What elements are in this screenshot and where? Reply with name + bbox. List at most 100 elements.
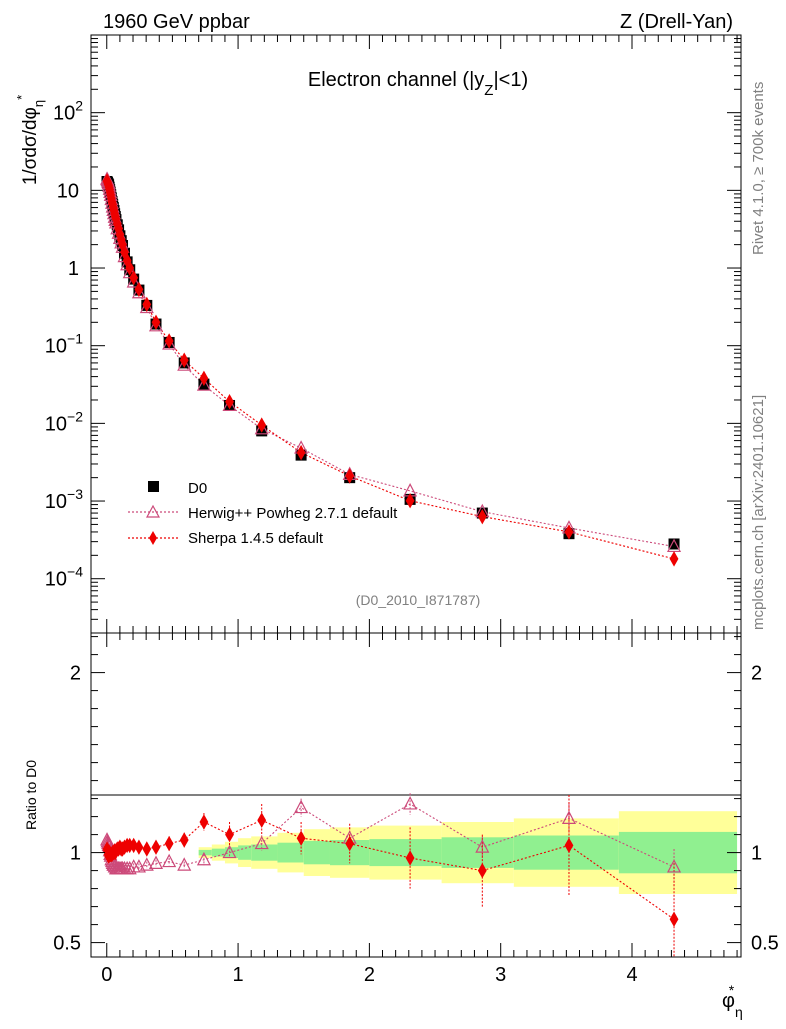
y-tick-base: 10 (53, 103, 75, 125)
main-point-sherpa (345, 468, 355, 484)
main-y-tick-label: 10−2 (45, 408, 83, 435)
header-left: 1960 GeV ppbar (103, 11, 250, 33)
main-series-lines (106, 178, 675, 560)
ratio-point-sherpa (477, 862, 487, 879)
x-tick-label: 0 (101, 964, 112, 986)
main-y-tick-label: 1 (68, 258, 79, 280)
ratio-point-sherpa (405, 850, 415, 866)
legend-d0-marker (148, 481, 159, 492)
ratio-axis-ticks: 0 1 2 3 4 0.5 0.5 1 1 2 2 (53, 633, 779, 986)
ratio-point-herwig (139, 857, 154, 871)
ratio-band-green (618, 831, 738, 874)
ratio-point-herwig (131, 859, 146, 873)
rivet-version-label: Rivet 4.1.0, ≥ 700k events (750, 82, 767, 255)
ratio-point-herwig (222, 844, 237, 859)
ratio-y-tick-label: 2 (70, 663, 81, 685)
ratio-point-herwig (294, 799, 309, 814)
ratio-plot-frame (90, 632, 742, 958)
ratio-point-sherpa (345, 835, 355, 852)
ratio-point-sherpa (564, 837, 574, 854)
panel-title: Electron channel (|yZ|<1) (308, 69, 528, 99)
main-point-sherpa (564, 524, 574, 540)
y-tick-exponent: −1 (67, 331, 83, 347)
legend-herwig-marker (145, 504, 161, 518)
ratio-y-tick-label-right: 1 (751, 843, 762, 865)
legend-sherpa-label: Sherpa 1.4.5 default (188, 530, 324, 547)
panel-title-sub: Z (484, 82, 493, 99)
main-point-sherpa (134, 281, 144, 298)
main-point-sherpa (669, 551, 679, 567)
legend-sherpa-marker (149, 531, 157, 545)
ratio-band-green (303, 840, 330, 865)
y-label-sup: * (14, 95, 29, 100)
x-tick-label: 3 (495, 964, 506, 986)
main-y-tick-label: 10−3 (45, 486, 83, 513)
ratio-point-herwig (561, 810, 577, 824)
main-point-sherpa (129, 270, 139, 286)
main-point-sherpa (257, 417, 267, 433)
y-tick-exponent: −4 (67, 564, 83, 580)
ratio-y-axis-label: Ratio to D0 (23, 760, 39, 830)
legend-d0-label: D0 (188, 480, 207, 497)
x-tick-label: 1 (233, 964, 244, 986)
panel-title-main: Electron channel (|y (308, 69, 484, 91)
main-point-sherpa (142, 296, 152, 313)
y-tick-exponent: 2 (75, 98, 83, 114)
x-tick-label: 2 (364, 964, 375, 986)
ratio-point-herwig (254, 835, 269, 850)
main-y-tick-label: 10 (57, 180, 79, 202)
main-point-herwig (254, 420, 269, 435)
header-right: Z (Drell-Yan) (620, 11, 733, 33)
ratio-band-green (198, 849, 212, 856)
ratio-y-tick-label: 0.5 (53, 933, 81, 955)
ratio-band-green (369, 839, 442, 867)
ratio-y-tick-label-right: 0.5 (751, 933, 779, 955)
ratio-point-sherpa (225, 826, 234, 843)
main-point-sherpa (199, 370, 209, 387)
ratio-point-herwig (475, 839, 490, 853)
y-tick-exponent: −3 (67, 486, 83, 502)
main-series-markers (99, 171, 682, 567)
main-y-tick-label: 102 (53, 98, 83, 125)
y-tick-base: 10 (45, 569, 67, 591)
main-point-sherpa (225, 394, 234, 410)
main-y-tick-label: 10−1 (45, 331, 83, 358)
ratio-point-sherpa (164, 835, 174, 852)
ratio-point-sherpa (296, 830, 306, 846)
ratio-band-green (251, 844, 278, 861)
ratio-band-green (277, 842, 304, 863)
main-point-herwig (222, 397, 237, 412)
x-label-sub: η (735, 1004, 743, 1020)
main-point-sherpa (151, 314, 161, 331)
ratio-band-green (211, 848, 225, 857)
main-point-herwig (126, 274, 141, 288)
ratio-point-herwig (148, 855, 164, 869)
ratio-y-tick-label: 1 (70, 843, 81, 865)
ratio-point-sherpa (669, 911, 679, 927)
x-label-sup: * (729, 982, 735, 998)
ratio-point-sherpa (142, 841, 152, 857)
ratio-point-sherpa (199, 814, 209, 830)
main-point-sherpa (405, 493, 415, 509)
ratio-uncertainty-bands (198, 811, 738, 894)
main-point-sherpa (164, 333, 174, 349)
ratio-point-herwig (122, 860, 137, 875)
analysis-id-label: (D0_2010_I871787) (356, 592, 481, 608)
x-tick-label: 4 (626, 964, 637, 986)
ratio-y-tick-label-right: 2 (751, 663, 762, 685)
main-y-tick-label: 10−4 (45, 564, 83, 591)
legend-herwig-label: Herwig++ Powheg 2.7.1 default (188, 505, 398, 522)
y-tick-base: 10 (45, 413, 67, 435)
ratio-panel: 0 1 2 3 4 0.5 0.5 1 1 2 2 Ratio to D0 (23, 632, 779, 986)
ratio-point-sherpa (179, 832, 189, 848)
legend: D0 Herwig++ Powheg 2.7.1 default Sherpa … (128, 480, 398, 547)
ratio-point-herwig (162, 853, 177, 868)
y-label-sub: η (31, 100, 46, 107)
y-label-main: 1/σdσ/dφ (20, 107, 41, 185)
main-point-herwig (131, 284, 146, 299)
ratio-band-green (513, 835, 619, 870)
ratio-point-sherpa (134, 839, 144, 855)
y-tick-base: 10 (57, 180, 79, 202)
